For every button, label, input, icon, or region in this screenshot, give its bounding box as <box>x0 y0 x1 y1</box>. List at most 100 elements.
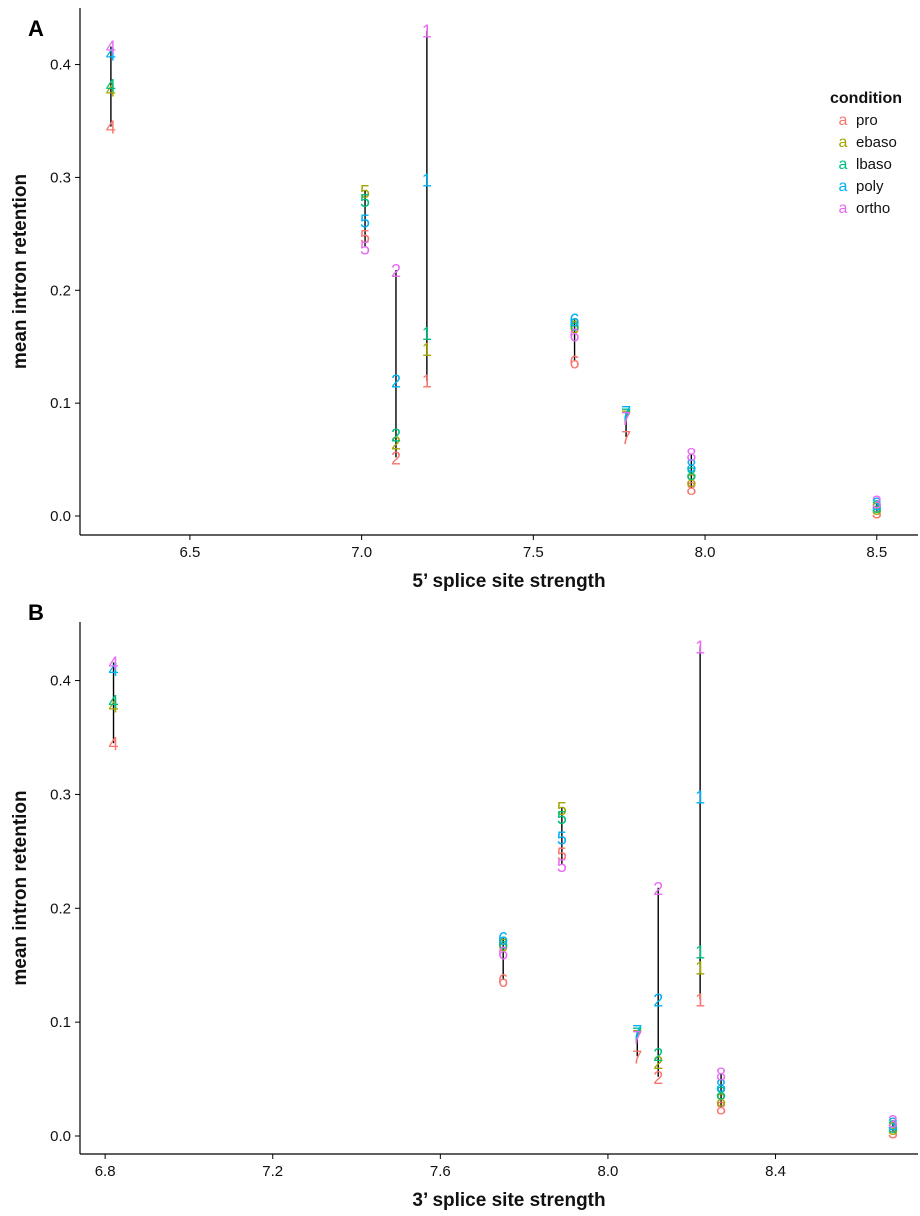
data-point-label: 1 <box>695 943 705 963</box>
data-point-label: 4 <box>109 692 119 712</box>
data-point-label: 4 <box>106 38 116 58</box>
legend-key: a <box>839 200 848 217</box>
data-point-label: 7 <box>621 408 631 428</box>
panel-label: B <box>28 600 44 625</box>
data-point-label: 5 <box>360 182 370 202</box>
data-point-label: 7 <box>632 1028 642 1048</box>
data-point-label: 6 <box>570 311 580 331</box>
data-point-label: 2 <box>653 990 663 1010</box>
data-point-label: 3 <box>888 1122 898 1142</box>
x-tick-label: 7.6 <box>430 1163 451 1180</box>
data-point-label: 2 <box>653 1045 663 1065</box>
legend-key: a <box>839 156 848 173</box>
data-point-label: 4 <box>109 697 119 717</box>
data-point-label: 7 <box>621 409 631 429</box>
data-point-label: 8 <box>716 1084 726 1104</box>
data-point-label: 7 <box>621 403 631 423</box>
data-point-label: 7 <box>632 1047 642 1067</box>
panel-label: A <box>28 16 44 41</box>
data-point-label: 1 <box>695 958 705 978</box>
y-tick-label: 0.3 <box>50 169 71 186</box>
y-tick-label: 0.1 <box>50 395 71 412</box>
data-point-label: 8 <box>716 1064 726 1084</box>
panel-b: 0.0 0.1 0.2 0.3 0.4 6.8 7.2 7.6 8.0 8.4 3’ splice … <box>10 600 918 1211</box>
data-point-label: 6 <box>498 944 508 964</box>
data-point-label: 8 <box>686 471 696 491</box>
x-tick-label: 6.5 <box>179 544 200 561</box>
y-tick-label: 0.1 <box>50 1014 71 1031</box>
data-point-label: 6 <box>498 929 508 949</box>
data-point-label: 6 <box>570 325 580 345</box>
data-point-label: 7 <box>632 1027 642 1047</box>
x-tick-label: 7.0 <box>351 544 372 561</box>
x-tick-label: 7.2 <box>262 1163 283 1180</box>
y-tick-label: 0.3 <box>50 786 71 803</box>
data-point-label: 6 <box>498 971 508 991</box>
data-point-label: 8 <box>716 1076 726 1096</box>
legend-label: ortho <box>856 200 890 217</box>
data-point-label: 1 <box>695 637 705 657</box>
data-point-label: 7 <box>621 405 631 425</box>
data-point-label: 5 <box>557 808 567 828</box>
data-point-label: 5 <box>360 191 370 211</box>
data-point-label: 2 <box>653 879 663 899</box>
data-point-label: 3 <box>872 499 882 519</box>
x-tick-label: 8.0 <box>598 1163 619 1180</box>
legend-key: a <box>839 178 848 195</box>
y-axis-title: mean intron retention <box>10 174 31 369</box>
data-point-label: 6 <box>570 315 580 335</box>
data-point-label: 4 <box>106 76 116 96</box>
data-point-label: 5 <box>360 227 370 247</box>
data-point-label: 4 <box>106 118 116 138</box>
data-point-label: 7 <box>621 428 631 448</box>
data-point-label: 5 <box>557 856 567 876</box>
data-point-label: 6 <box>498 933 508 953</box>
data-point-label: 1 <box>695 788 705 808</box>
x-tick-label: 8.5 <box>866 544 887 561</box>
data-point-label: 4 <box>109 660 119 680</box>
legend-label: lbaso <box>856 156 892 173</box>
data-point-label: 5 <box>360 211 370 231</box>
x-tick-label: 7.5 <box>523 544 544 561</box>
y-tick-label: 0.0 <box>50 1128 71 1145</box>
y-axis-title: mean intron retention <box>10 790 31 985</box>
legend-key: a <box>839 112 848 129</box>
data-point-label: 3 <box>888 1117 898 1137</box>
data-point-label: 4 <box>109 653 119 673</box>
data-point-label: 3 <box>888 1112 898 1132</box>
data-point-label: 4 <box>109 734 119 754</box>
x-tick-label: 8.0 <box>695 544 716 561</box>
data-point-label: 8 <box>686 445 696 465</box>
data-point-label: 3 <box>872 492 882 512</box>
y-tick-label: 0.4 <box>50 57 71 74</box>
data-point-label: 5 <box>360 238 370 258</box>
data-point-label: 8 <box>716 1091 726 1111</box>
data-point-label: 2 <box>391 426 401 446</box>
data-point-label: 6 <box>570 317 580 337</box>
x-tick-label: 6.8 <box>95 1163 116 1180</box>
data-point-label: 3 <box>872 502 882 522</box>
x-tick-label: 8.4 <box>765 1163 786 1180</box>
x-axis-title: 5’ splice site strength <box>412 571 605 592</box>
data-point-label: 7 <box>632 1022 642 1042</box>
data-point-label: 2 <box>391 448 401 468</box>
data-point-label: 5 <box>557 799 567 819</box>
data-point-label: 4 <box>106 80 116 100</box>
data-point-label: 2 <box>653 1068 663 1088</box>
panel-a: 0.0 0.1 0.2 0.3 0.4 6.5 7.0 7.5 8.0 8.5 5’ splice … <box>10 8 918 592</box>
y-tick-label: 0.4 <box>50 673 71 690</box>
data-point-label: 8 <box>686 479 696 499</box>
data-point-label: 8 <box>686 456 696 476</box>
data-point-label: 3 <box>888 1119 898 1139</box>
data-point-label: 1 <box>422 171 432 191</box>
data-point-label: 7 <box>632 1025 642 1045</box>
data-point-label: 8 <box>716 1099 726 1119</box>
data-point-label: 2 <box>653 1053 663 1073</box>
data-point-label: 1 <box>422 22 432 42</box>
legend-label: pro <box>856 112 878 129</box>
data-point-label: 3 <box>872 495 882 515</box>
data-point-label: 2 <box>391 261 401 281</box>
data-point-label: 1 <box>422 324 432 344</box>
